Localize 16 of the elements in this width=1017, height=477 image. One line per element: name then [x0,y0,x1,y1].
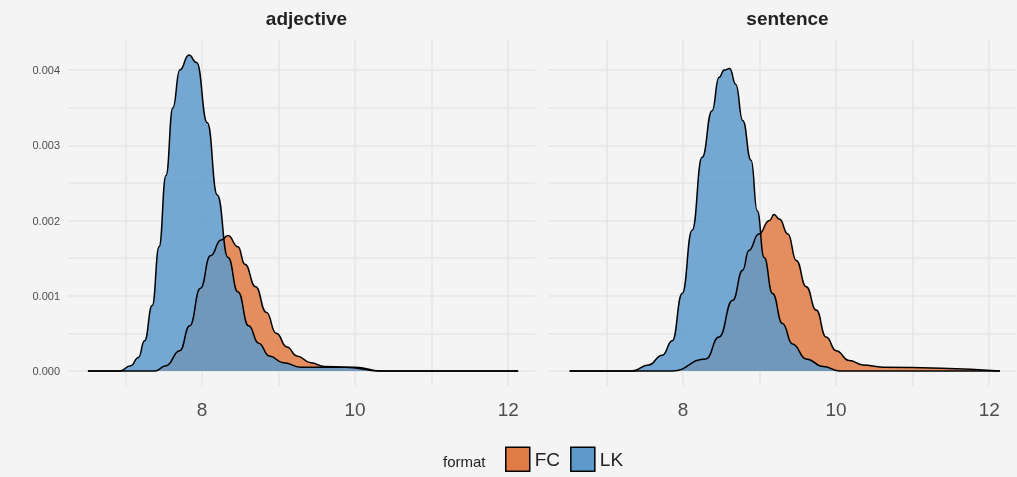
chart-title: sentence [746,8,829,29]
legend-title: format [443,453,487,470]
x-tick-label: 10 [825,399,847,420]
x-tick-label: 12 [978,399,1000,420]
y-tick-label: 0.004 [32,64,60,77]
y-tick-label: 0.000 [32,364,60,377]
y-tick-label: 0.002 [32,214,60,227]
legend-label: FC [534,448,561,470]
x-tick-label: 12 [497,399,519,420]
y-tick-label: 0.001 [32,289,60,302]
legend-label: LK [599,448,624,470]
chart-title: adjective [265,8,348,29]
x-tick-label: 8 [677,399,689,420]
x-tick-label: 8 [196,399,208,420]
y-tick-label: 0.003 [32,139,60,152]
x-tick-label: 10 [344,399,366,420]
